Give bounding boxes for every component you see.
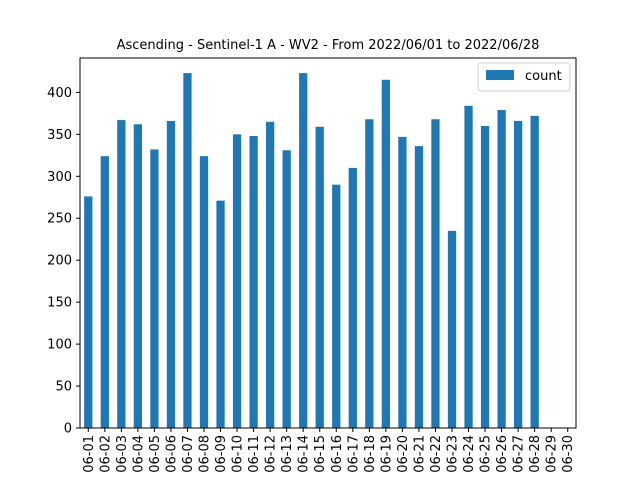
x-tick-label: 06-07 <box>181 435 196 473</box>
x-tick-label: 06-22 <box>429 435 444 473</box>
x-tick-label: 06-04 <box>131 435 146 473</box>
bar-06-14 <box>299 73 308 428</box>
bar-06-22 <box>431 119 440 428</box>
x-tick-label: 06-16 <box>330 435 345 473</box>
y-tick-label: 100 <box>47 338 72 353</box>
x-tick-label: 06-30 <box>561 435 576 473</box>
x-tick-label: 06-27 <box>512 435 527 473</box>
x-axis: 06-01 06-02 06-03 06-04 06-05 06-06 06-07 06-08… <box>82 428 576 473</box>
x-tick-label: 06-19 <box>379 435 394 473</box>
x-tick-label: 06-26 <box>495 435 510 473</box>
bar-06-18 <box>365 119 374 428</box>
plot-frame <box>79 57 577 429</box>
bar-06-27 <box>514 120 523 429</box>
y-tick-label: 150 <box>47 296 72 311</box>
y-tick-label: 50 <box>55 380 72 395</box>
bar-06-19 <box>381 79 390 428</box>
bar-06-10 <box>232 134 242 428</box>
x-tick-label: 06-15 <box>313 435 328 473</box>
bar-06-16 <box>332 184 341 428</box>
legend-swatch <box>486 70 514 80</box>
x-tick-label: 06-05 <box>148 435 163 473</box>
bars-group <box>84 73 539 429</box>
bar-06-06 <box>166 120 176 429</box>
bar-06-01 <box>84 196 93 428</box>
x-tick-label: 06-20 <box>396 435 411 473</box>
bar-06-04 <box>133 124 142 428</box>
x-tick-label: 06-18 <box>363 435 378 473</box>
x-tick-label: 06-13 <box>280 435 295 473</box>
y-tick-label: 200 <box>47 254 72 269</box>
bar-06-26 <box>497 110 506 429</box>
y-axis: 0 50 100 150 200 250 300 350 400 <box>47 86 80 437</box>
bar-06-13 <box>282 150 291 429</box>
x-tick-label: 06-21 <box>412 435 427 473</box>
y-tick-label: 350 <box>47 128 72 143</box>
bar-06-23 <box>447 230 457 428</box>
bar-06-25 <box>480 125 490 429</box>
bar-06-28 <box>530 115 539 428</box>
x-tick-label: 06-24 <box>462 435 477 473</box>
x-tick-label: 06-12 <box>264 435 279 473</box>
x-tick-label: 06-29 <box>545 435 560 473</box>
bar-06-21 <box>414 146 424 428</box>
x-tick-label: 06-06 <box>164 435 179 473</box>
y-tick-label: 0 <box>64 422 72 437</box>
x-tick-label: 06-10 <box>231 435 246 473</box>
x-tick-label: 06-03 <box>115 435 130 473</box>
x-tick-label: 06-17 <box>346 435 361 473</box>
bar-06-24 <box>464 105 473 428</box>
legend: count <box>477 62 571 92</box>
y-tick-label: 250 <box>47 212 72 227</box>
x-tick-label: 06-08 <box>198 435 213 473</box>
bar-06-03 <box>117 120 126 428</box>
bar-06-09 <box>216 200 225 428</box>
chart-title: Ascending - Sentinel-1 A - WV2 - From 20… <box>117 38 540 53</box>
bar-06-11 <box>249 136 258 428</box>
y-tick-label: 400 <box>47 86 72 101</box>
bar-06-07 <box>183 73 192 428</box>
bar-06-20 <box>398 136 407 428</box>
x-tick-label: 06-09 <box>214 435 229 473</box>
x-tick-label: 06-28 <box>528 435 543 473</box>
bar-06-12 <box>266 121 275 428</box>
bar-06-17 <box>348 167 357 428</box>
x-tick-label: 06-23 <box>446 435 461 473</box>
x-tick-label: 06-11 <box>247 435 262 473</box>
y-tick-label: 300 <box>47 170 72 185</box>
bar-06-05 <box>150 149 159 428</box>
bar-06-15 <box>315 126 324 429</box>
legend-label: count <box>525 69 562 84</box>
x-tick-label: 06-25 <box>479 435 494 473</box>
x-tick-label: 06-14 <box>297 435 312 473</box>
bar-06-02 <box>100 156 109 428</box>
x-tick-label: 06-02 <box>98 435 113 473</box>
x-tick-label: 06-01 <box>82 435 97 473</box>
bar-06-08 <box>199 156 209 428</box>
